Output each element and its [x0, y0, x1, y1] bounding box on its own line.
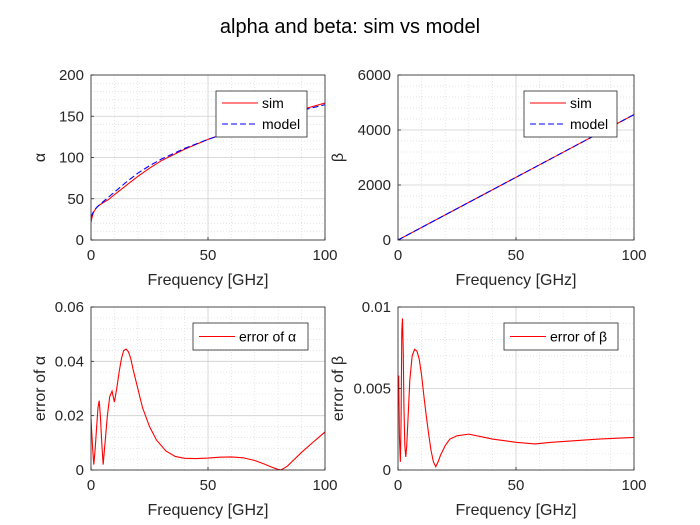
series-line-error-of--	[398, 318, 634, 469]
y-tick-label: 0	[76, 232, 84, 249]
y-axis-label: α	[32, 153, 49, 162]
x-tick-label: 0	[394, 247, 402, 264]
y-tick-label: 0.02	[55, 408, 84, 425]
legend: sim model	[523, 90, 618, 138]
legend: sim model	[215, 90, 308, 138]
y-tick-label: 0.04	[55, 353, 84, 370]
x-tick-label: 100	[312, 247, 337, 264]
chart-err-beta: 0 50 100 0 0.005 0.01 Frequency [GHz] error of …	[330, 299, 647, 519]
legend: error of β	[503, 322, 619, 351]
y-axis-label: error of α	[32, 356, 49, 421]
y-tick-label: 0	[76, 462, 84, 479]
y-axis-label: error of β	[330, 356, 347, 421]
y-tick-label: 100	[59, 150, 84, 167]
legend-box	[215, 90, 308, 138]
chart-beta: 0 50 100 0 2000 4000 6000 Frequency [GHz] β sim mo…	[330, 67, 647, 289]
x-tick-label: 50	[200, 247, 217, 264]
y-tick-label: 0.06	[55, 299, 84, 316]
legend-label: model	[570, 116, 608, 132]
x-tick-label: 50	[508, 477, 525, 494]
legend-label: model	[262, 116, 300, 132]
x-tick-label: 100	[312, 477, 337, 494]
y-tick-label: 0.01	[362, 299, 391, 316]
x-axis-label: Frequency [GHz]	[456, 502, 577, 519]
y-tick-label: 0	[383, 232, 391, 249]
x-tick-label: 100	[621, 477, 646, 494]
y-axis-label: β	[330, 153, 347, 162]
legend-label: sim	[262, 95, 284, 111]
x-tick-label: 50	[508, 247, 525, 264]
x-tick-label: 0	[394, 477, 402, 494]
legend-box	[523, 90, 618, 138]
y-tick-label: 6000	[358, 67, 391, 84]
y-tick-label: 150	[59, 108, 84, 125]
y-tick-label: 50	[67, 191, 84, 208]
x-tick-label: 100	[621, 247, 646, 264]
figure-title: alpha and beta: sim vs model	[219, 16, 481, 38]
chart-alpha: 0 50 100 0 50 100 150 200 Frequency [GHz] α sim mod…	[32, 67, 338, 289]
legend: error of α	[192, 322, 309, 351]
y-tick-label: 4000	[358, 122, 391, 139]
chart-err-alpha: 0 50 100 0 0.02 0.04 0.06 Frequency [GHz] error …	[32, 299, 338, 519]
series-line-error-of--	[91, 348, 325, 470]
legend-label: error of β	[550, 329, 607, 345]
x-axis-label: Frequency [GHz]	[148, 502, 269, 519]
x-axis-label: Frequency [GHz]	[148, 272, 269, 289]
y-tick-label: 0	[383, 462, 391, 479]
legend-label: sim	[570, 95, 592, 111]
y-tick-label: 0.005	[353, 381, 391, 398]
x-tick-label: 50	[200, 477, 217, 494]
y-tick-label: 200	[59, 67, 84, 84]
legend-label: error of α	[239, 329, 296, 345]
x-tick-label: 0	[87, 247, 95, 264]
y-tick-label: 2000	[358, 177, 391, 194]
x-axis-label: Frequency [GHz]	[456, 272, 577, 289]
x-tick-label: 0	[87, 477, 95, 494]
